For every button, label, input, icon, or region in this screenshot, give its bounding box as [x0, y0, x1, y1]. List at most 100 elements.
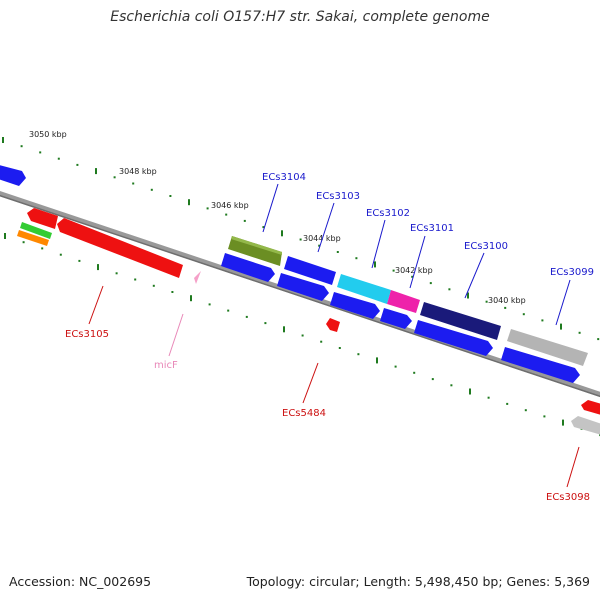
label-ecs5484[interactable]: ECs5484 — [282, 408, 326, 419]
tick-label-3042: 3042 kbp — [395, 266, 433, 275]
gene-ecs3103[interactable] — [284, 256, 336, 285]
label-ecs3103[interactable]: ECs3103 — [316, 191, 360, 202]
outer-ring-major-tick — [95, 168, 97, 175]
inner-ring-major-tick — [4, 233, 6, 239]
leader-ecs3098 — [566, 446, 580, 488]
outer-ring-major-tick — [560, 323, 562, 330]
outer-ring-minor-tick — [206, 207, 209, 210]
outer-ring-minor-tick — [262, 226, 265, 229]
outer-ring-minor-tick — [541, 319, 544, 322]
inner-ring-minor-tick — [413, 371, 416, 374]
label-ecs3099[interactable]: ECs3099 — [550, 267, 594, 278]
outer-ring-minor-tick — [225, 213, 228, 216]
gene-forward-row2-e[interactable] — [501, 347, 580, 383]
gene-reverse-green[interactable] — [20, 222, 52, 239]
gene-left-edge-blue[interactable] — [0, 164, 26, 186]
outer-ring-minor-tick — [522, 313, 525, 316]
inner-ring-minor-tick — [543, 415, 546, 418]
tick-label-3050: 3050 kbp — [29, 130, 67, 139]
outer-tick-ring — [2, 137, 600, 341]
tick-label-3044: 3044 kbp — [303, 234, 341, 243]
outer-ring-minor-tick — [578, 331, 581, 334]
gene-forward-row2-c[interactable] — [330, 292, 380, 319]
gene-ecs3104[interactable] — [228, 236, 282, 266]
inner-ring-minor-tick — [41, 247, 44, 250]
inner-tick-ring — [4, 233, 600, 437]
outer-ring-minor-tick — [429, 282, 432, 285]
gene-reverse-grey[interactable] — [571, 416, 600, 436]
label-micf[interactable]: micF — [154, 360, 178, 371]
leader-ecs3100 — [464, 252, 485, 299]
inner-ring-minor-tick — [59, 253, 62, 256]
leader-ecs3099 — [555, 279, 571, 326]
outer-ring-minor-tick — [355, 257, 358, 260]
outer-ring-major-tick — [281, 230, 283, 237]
leader-ecs3102 — [371, 219, 386, 269]
outer-ring-minor-tick — [132, 182, 135, 185]
gene-ecs3099[interactable] — [507, 329, 588, 366]
label-ecs3104[interactable]: ECs3104 — [262, 172, 306, 183]
genome-summary-footer: Topology: circular; Length: 5,498,450 bp… — [246, 574, 590, 589]
gene-reverse-orange[interactable] — [17, 230, 49, 246]
gene-ecs3102-part1[interactable] — [337, 274, 391, 304]
inner-ring-minor-tick — [22, 241, 25, 244]
outer-ring-minor-tick — [169, 195, 172, 197]
outer-ring-minor-tick — [504, 306, 507, 309]
outer-ring-minor-tick — [411, 275, 414, 278]
gene-forward-row2-d[interactable] — [380, 308, 412, 329]
leader-ecs3101 — [409, 235, 426, 289]
outer-ring-minor-tick — [20, 145, 23, 148]
gene-ecs3101[interactable] — [420, 302, 501, 340]
leader-micf — [168, 313, 184, 357]
outer-ring-minor-tick — [485, 300, 488, 303]
gene-ecs3100[interactable] — [414, 320, 493, 356]
leader-ecs3103 — [317, 202, 335, 253]
map-title: Escherichia coli O157:H7 str. Sakai, com… — [110, 9, 490, 25]
label-ecs3101[interactable]: ECs3101 — [410, 223, 454, 234]
gene-micf[interactable] — [194, 271, 201, 284]
inner-ring-minor-tick — [487, 396, 490, 399]
outer-ring-minor-tick — [318, 244, 321, 247]
tick-label-3046: 3046 kbp — [211, 201, 249, 210]
gene-forward-row2-a[interactable] — [221, 253, 275, 282]
inner-ring-major-tick — [469, 388, 471, 395]
outer-ring-major-tick — [2, 137, 4, 143]
inner-ring-major-tick — [562, 419, 564, 426]
genome-backbone — [0, 191, 600, 397]
inner-ring-minor-tick — [394, 365, 397, 368]
outer-ring-minor-tick — [448, 288, 451, 291]
inner-ring-minor-tick — [171, 291, 174, 293]
label-ecs3100[interactable]: ECs3100 — [464, 241, 508, 252]
outer-ring-minor-tick — [336, 251, 339, 253]
outer-ring-minor-tick — [57, 157, 60, 160]
label-ecs3102[interactable]: ECs3102 — [366, 208, 410, 219]
inner-ring-minor-tick — [320, 340, 323, 343]
outer-ring-minor-tick — [113, 176, 116, 179]
gene-forward-row2-b[interactable] — [277, 273, 329, 301]
inner-ring-minor-tick — [208, 303, 211, 306]
inner-ring-major-tick — [190, 295, 192, 302]
inner-ring-minor-tick — [338, 347, 341, 349]
inner-ring-minor-tick — [431, 378, 434, 381]
gene-ecs3098[interactable] — [581, 400, 600, 416]
outer-ring-minor-tick — [76, 163, 79, 166]
inner-ring-major-tick — [283, 326, 285, 333]
outer-ring-minor-tick — [597, 338, 600, 341]
label-ecs3098[interactable]: ECs3098 — [546, 492, 590, 503]
outer-ring-minor-tick — [150, 188, 153, 191]
tick-label-3048: 3048 kbp — [119, 167, 157, 176]
inner-ring-minor-tick — [134, 278, 137, 281]
inner-ring-minor-tick — [152, 284, 155, 287]
gene-ecs3102-part2[interactable] — [387, 290, 420, 313]
gene-ecs3105[interactable] — [57, 218, 183, 278]
label-ecs3105[interactable]: ECs3105 — [65, 329, 109, 340]
gene-reverse-small-red[interactable] — [27, 208, 58, 229]
leader-ecs3105 — [88, 285, 104, 325]
gene-ecs5484[interactable] — [326, 318, 340, 332]
inner-ring-minor-tick — [357, 353, 360, 356]
inner-ring-minor-tick — [78, 259, 81, 262]
inner-ring-minor-tick — [264, 322, 267, 325]
inner-ring-minor-tick — [506, 402, 509, 405]
accession-footer: Accession: NC_002695 — [9, 574, 152, 589]
